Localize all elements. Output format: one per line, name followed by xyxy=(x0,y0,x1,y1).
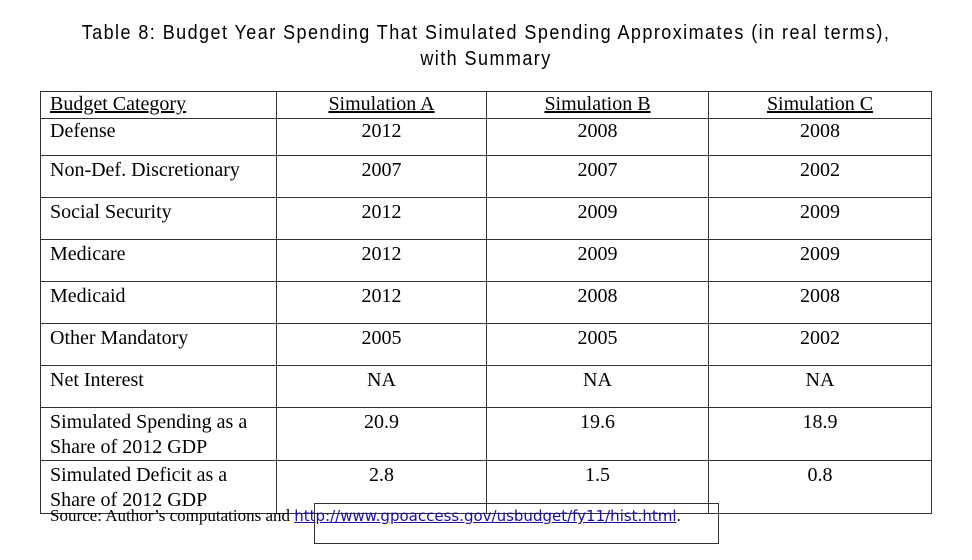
table-header-row: Budget Category Simulation A Simulation … xyxy=(40,91,932,119)
table-title: Table 8: Budget Year Spending That Simul… xyxy=(49,20,924,72)
cell-simulation-c: 2009 xyxy=(708,239,932,282)
row-category: Non-Def. Discretionary xyxy=(40,155,277,198)
cell-simulation-a: 2007 xyxy=(276,155,487,198)
cell-simulation-c: 2002 xyxy=(708,323,932,366)
cell-simulation-a: 2012 xyxy=(276,281,487,324)
header-simulation-c: Simulation C xyxy=(708,91,932,119)
cell-simulation-b: 2009 xyxy=(486,197,709,240)
cell-simulation-c: 2009 xyxy=(708,197,932,240)
cell-simulation-c: 2008 xyxy=(708,118,932,156)
cell-simulation-c: 2002 xyxy=(708,155,932,198)
header-simulation-b: Simulation B xyxy=(486,91,709,119)
row-category: Other Mandatory xyxy=(40,323,277,366)
table-row: Other Mandatory 2005 2005 2002 xyxy=(40,323,932,366)
cell-simulation-c: NA xyxy=(708,365,932,408)
row-category: Medicare xyxy=(40,239,277,282)
cell-simulation-b: 2007 xyxy=(486,155,709,198)
cell-simulation-b: 2005 xyxy=(486,323,709,366)
cell-simulation-b: NA xyxy=(486,365,709,408)
cell-simulation-a: 2012 xyxy=(276,118,487,156)
cell-simulation-a: 2005 xyxy=(276,323,487,366)
cell-simulation-b: 19.6 xyxy=(486,407,709,461)
table-row: Simulated Spending as a Share of 2012 GD… xyxy=(40,407,932,461)
cell-simulation-a: 2.8 xyxy=(276,460,487,514)
table-row: Net Interest NA NA NA xyxy=(40,365,932,408)
cell-simulation-b: 2008 xyxy=(486,118,709,156)
cell-simulation-b: 1.5 xyxy=(486,460,709,514)
cell-simulation-c: 0.8 xyxy=(708,460,932,514)
cell-simulation-c: 2008 xyxy=(708,281,932,324)
cell-simulation-a: 2012 xyxy=(276,197,487,240)
table-row: Medicare 2012 2009 2009 xyxy=(40,239,932,282)
row-category: Net Interest xyxy=(40,365,277,408)
source-suffix: . xyxy=(676,506,681,525)
source-note: Source: Author’s computations and http:/… xyxy=(50,505,681,527)
cell-simulation-a: NA xyxy=(276,365,487,408)
table-row: Simulated Deficit as a Share of 2012 GDP… xyxy=(40,460,932,514)
table-title-line-2: with Summary xyxy=(420,48,552,70)
source-prefix: Source: Author’s computations and xyxy=(50,506,295,525)
row-category: Medicaid xyxy=(40,281,277,324)
table-row: Defense 2012 2008 2008 xyxy=(40,118,932,156)
cell-simulation-c: 18.9 xyxy=(708,407,932,461)
row-category: Social Security xyxy=(40,197,277,240)
header-budget-category: Budget Category xyxy=(40,91,277,119)
cell-simulation-b: 2008 xyxy=(486,281,709,324)
table-row: Non-Def. Discretionary 2007 2007 2002 xyxy=(40,155,932,198)
source-link[interactable]: http://www.gpoaccess.gov/usbudget/fy11/h… xyxy=(294,507,677,525)
cell-simulation-a: 20.9 xyxy=(276,407,487,461)
row-category: Simulated Spending as a Share of 2012 GD… xyxy=(40,407,277,461)
row-category: Defense xyxy=(40,118,277,156)
cell-simulation-a: 2012 xyxy=(276,239,487,282)
header-simulation-a: Simulation A xyxy=(276,91,487,119)
table-title-line-1: Table 8: Budget Year Spending That Simul… xyxy=(81,22,891,44)
cell-simulation-b: 2009 xyxy=(486,239,709,282)
budget-table: Budget Category Simulation A Simulation … xyxy=(40,91,932,514)
table-row: Medicaid 2012 2008 2008 xyxy=(40,281,932,324)
table-row: Social Security 2012 2009 2009 xyxy=(40,197,932,240)
row-category: Simulated Deficit as a Share of 2012 GDP xyxy=(40,460,277,514)
